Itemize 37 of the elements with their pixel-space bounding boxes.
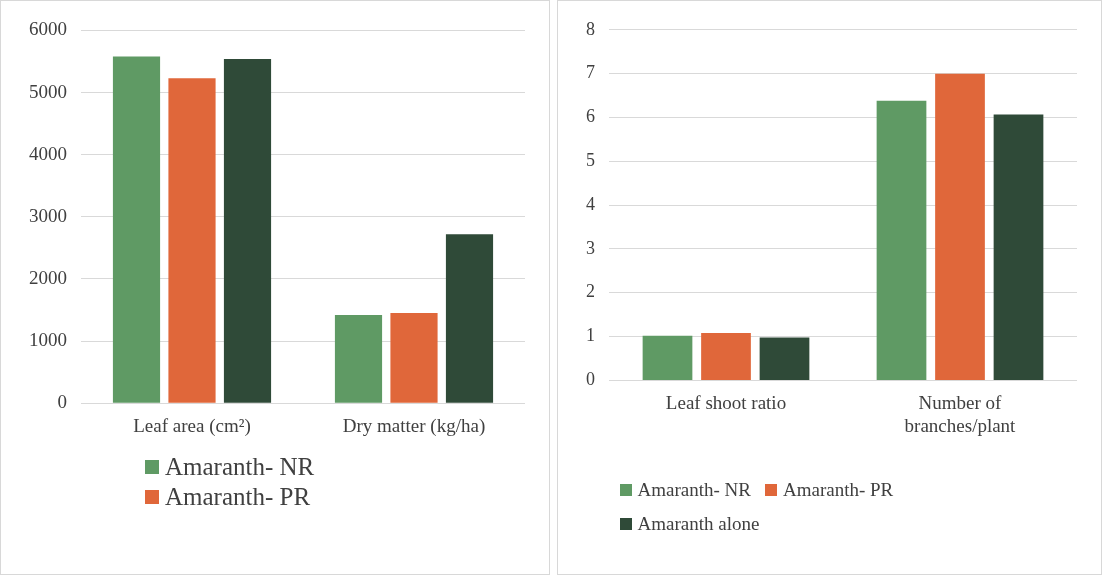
x-tick-label: Number of branches/plant [904, 391, 1017, 436]
y-tick-label: 6000 [29, 18, 67, 40]
y-tick-label: 2 [586, 281, 595, 302]
bar [701, 333, 751, 380]
bar [876, 100, 927, 380]
y-tick-label: 2000 [29, 266, 67, 288]
legend-label: Amaranth- NR [637, 479, 751, 501]
bar [390, 313, 438, 403]
bar [993, 114, 1044, 380]
legend-label: Amaranth alone [637, 513, 760, 535]
x-tick-label: Leaf area (cm²) [133, 414, 251, 437]
y-tick-label: 7 [586, 62, 595, 83]
y-tick-label: 5 [586, 150, 595, 171]
y-tick-label: 1 [586, 325, 595, 346]
y-tick-label: 3 [586, 237, 595, 258]
x-tick-label: Dry matter (kg/ha) [342, 414, 486, 437]
bar [168, 78, 216, 403]
y-tick-label: 8 [586, 18, 595, 39]
x-tick-label: Leaf shoot ratio [665, 391, 787, 413]
bar [935, 73, 985, 380]
bar [759, 337, 810, 380]
y-tick-label: 5000 [29, 80, 67, 102]
bar [112, 56, 161, 403]
bar [334, 314, 383, 403]
y-tick-label: 0 [57, 391, 67, 413]
legend-label: Amaranth- NR [165, 453, 315, 481]
y-tick-label: 0 [586, 369, 595, 390]
legend-label: Amaranth- PR [782, 479, 894, 501]
bar [642, 335, 693, 380]
y-tick-label: 6 [586, 106, 595, 127]
bar [445, 234, 494, 403]
y-tick-label: 3000 [29, 204, 67, 226]
y-tick-label: 1000 [29, 329, 67, 351]
legend-label: Amaranth- PR [165, 483, 311, 511]
y-tick-label: 4 [586, 193, 595, 214]
bar [223, 58, 272, 403]
y-tick-label: 4000 [29, 142, 67, 164]
